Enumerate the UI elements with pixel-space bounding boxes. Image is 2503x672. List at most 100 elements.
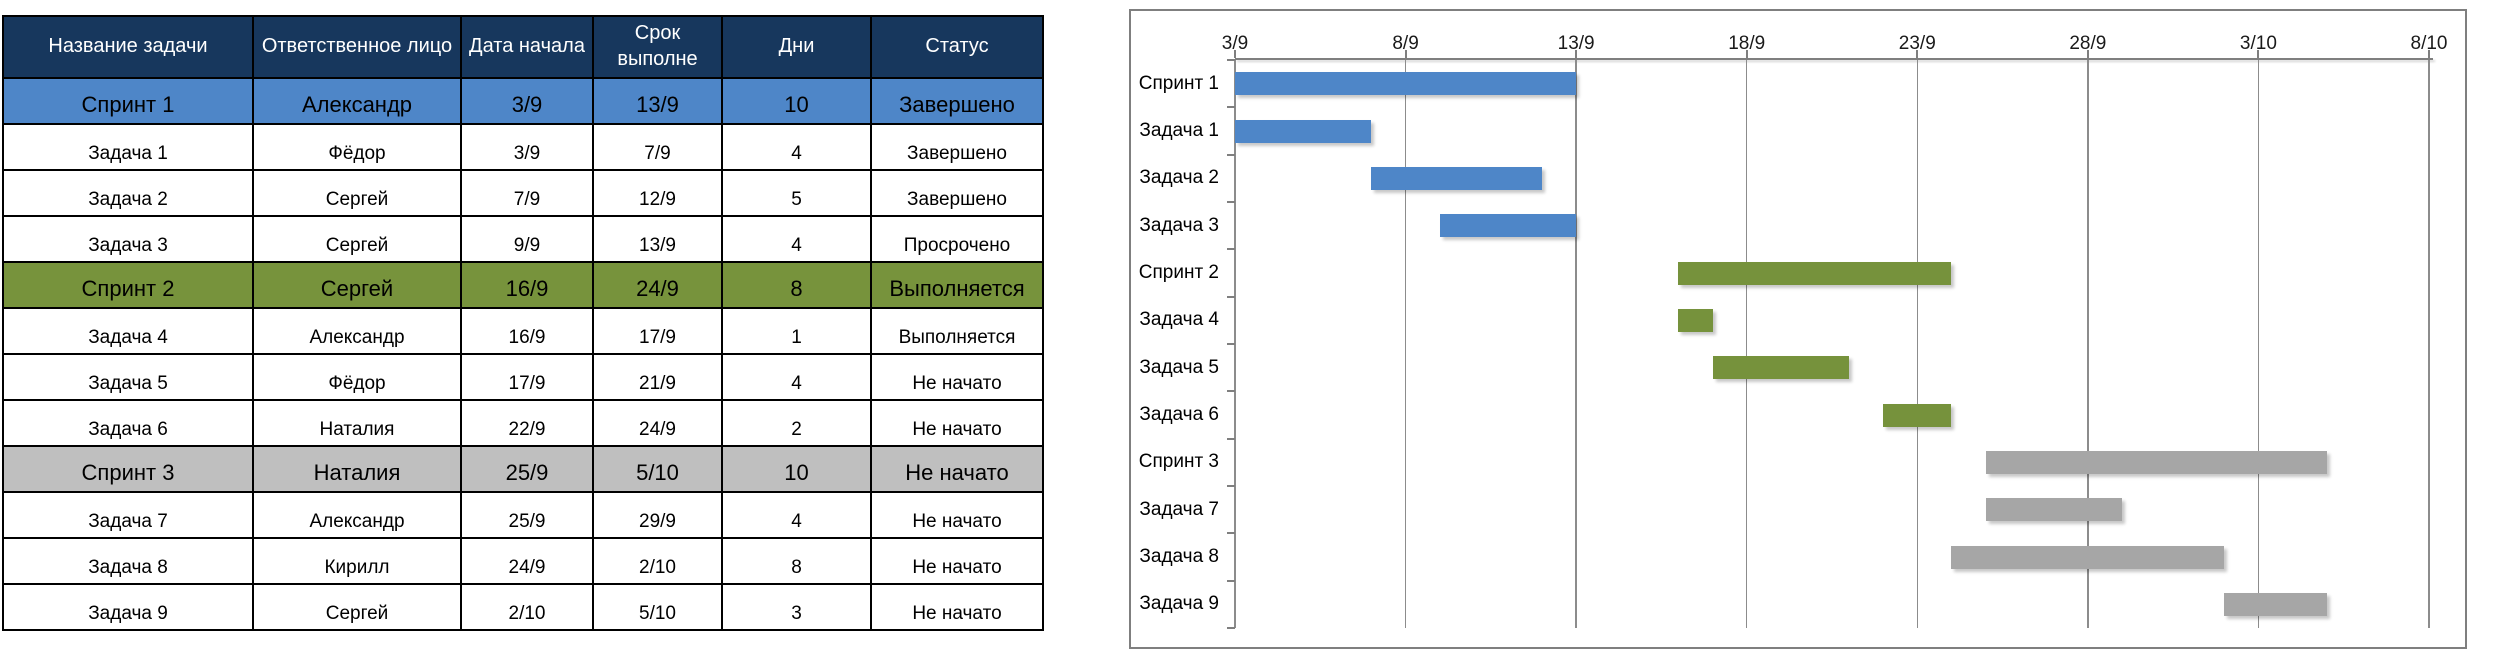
due-date-cell[interactable]: 12/9	[594, 171, 723, 217]
y-axis-tick	[1227, 106, 1235, 109]
x-axis-date-label: 18/9	[1728, 33, 1766, 54]
person-cell[interactable]: Наталия	[254, 447, 462, 493]
person-cell[interactable]: Кирилл	[254, 539, 462, 585]
task-name-cell[interactable]: Спринт 2	[4, 263, 254, 309]
due-date-cell[interactable]: 29/9	[594, 493, 723, 539]
start-date-cell[interactable]: 3/9	[462, 79, 594, 125]
days-cell[interactable]: 8	[723, 263, 872, 309]
status-cell[interactable]: Просрочено	[872, 217, 1044, 263]
start-date-cell[interactable]: 17/9	[462, 355, 594, 401]
person-cell[interactable]: Наталия	[254, 401, 462, 447]
due-date-cell[interactable]: 13/9	[594, 79, 723, 125]
x-axis-date-label: 3/10	[2239, 33, 2277, 54]
start-date-cell[interactable]: 22/9	[462, 401, 594, 447]
task-name-cell[interactable]: Задача 8	[4, 539, 254, 585]
gantt-bar[interactable]	[1678, 261, 1952, 285]
due-date-cell[interactable]: 5/10	[594, 585, 723, 631]
start-date-cell[interactable]: 2/10	[462, 585, 594, 631]
gantt-bar[interactable]	[1439, 214, 1577, 238]
days-cell[interactable]: 4	[723, 125, 872, 171]
x-axis-date-label: 8/10	[2410, 33, 2448, 54]
person-cell[interactable]: Фёдор	[254, 355, 462, 401]
y-axis-tick	[1227, 579, 1235, 582]
gantt-bar[interactable]	[1371, 166, 1543, 190]
status-cell[interactable]: Не начато	[872, 401, 1044, 447]
days-cell[interactable]: 4	[723, 217, 872, 263]
person-cell[interactable]: Сергей	[254, 263, 462, 309]
gantt-bar[interactable]	[1235, 119, 1372, 143]
due-date-cell[interactable]: 13/9	[594, 217, 723, 263]
task-name-cell[interactable]: Задача 9	[4, 585, 254, 631]
task-name-cell[interactable]: Задача 7	[4, 493, 254, 539]
task-table: Название задачи Ответственное лицо Дата на…	[2, 15, 1044, 631]
status-cell[interactable]: Не начато	[872, 355, 1044, 401]
due-date-cell[interactable]: 24/9	[594, 263, 723, 309]
person-cell[interactable]: Сергей	[254, 585, 462, 631]
status-cell[interactable]: Не начато	[872, 539, 1044, 585]
due-date-cell[interactable]: 2/10	[594, 539, 723, 585]
days-cell[interactable]: 2	[723, 401, 872, 447]
gridline	[1916, 60, 1919, 628]
days-cell[interactable]: 4	[723, 355, 872, 401]
start-date-cell[interactable]: 3/9	[462, 125, 594, 171]
status-cell[interactable]: Завершено	[872, 79, 1044, 125]
days-cell[interactable]: 10	[723, 447, 872, 493]
y-axis-tick	[1227, 627, 1235, 629]
category-label: Задача 7	[1139, 498, 1219, 520]
gantt-bar[interactable]	[1883, 403, 1952, 427]
task-name-cell[interactable]: Задача 2	[4, 171, 254, 217]
due-date-cell[interactable]: 5/10	[594, 447, 723, 493]
start-date-cell[interactable]: 7/9	[462, 171, 594, 217]
status-cell[interactable]: Завершено	[872, 125, 1044, 171]
start-date-cell[interactable]: 24/9	[462, 539, 594, 585]
gantt-bar[interactable]	[1951, 545, 2225, 569]
person-cell[interactable]: Александр	[254, 309, 462, 355]
person-cell[interactable]: Сергей	[254, 217, 462, 263]
gantt-bar[interactable]	[1235, 72, 1577, 96]
status-cell[interactable]: Завершено	[872, 171, 1044, 217]
start-date-cell[interactable]: 16/9	[462, 309, 594, 355]
task-name-cell[interactable]: Задача 4	[4, 309, 254, 355]
status-cell[interactable]: Не начато	[872, 585, 1044, 631]
gantt-bar[interactable]	[1712, 356, 1850, 380]
due-date-cell[interactable]: 17/9	[594, 309, 723, 355]
start-date-cell[interactable]: 25/9	[462, 493, 594, 539]
task-name-cell[interactable]: Спринт 3	[4, 447, 254, 493]
task-name-cell[interactable]: Задача 5	[4, 355, 254, 401]
task-name-cell[interactable]: Задача 1	[4, 125, 254, 171]
gantt-bar[interactable]	[1985, 450, 2327, 474]
days-cell[interactable]: 4	[723, 493, 872, 539]
task-name-cell[interactable]: Задача 6	[4, 401, 254, 447]
status-cell[interactable]: Не начато	[872, 493, 1044, 539]
task-name-cell[interactable]: Задача 3	[4, 217, 254, 263]
person-cell[interactable]: Александр	[254, 79, 462, 125]
days-cell[interactable]: 1	[723, 309, 872, 355]
person-cell[interactable]: Сергей	[254, 171, 462, 217]
start-date-cell[interactable]: 16/9	[462, 263, 594, 309]
due-date-cell[interactable]: 21/9	[594, 355, 723, 401]
x-axis-date-label: 23/9	[1898, 33, 1936, 54]
start-date-cell[interactable]: 9/9	[462, 217, 594, 263]
y-axis-tick	[1227, 295, 1235, 298]
days-cell[interactable]: 3	[723, 585, 872, 631]
days-cell[interactable]: 10	[723, 79, 872, 125]
days-cell[interactable]: 5	[723, 171, 872, 217]
gantt-bar[interactable]	[1985, 498, 2122, 522]
status-cell[interactable]: Выполняется	[872, 263, 1044, 309]
y-axis-tick	[1227, 437, 1235, 440]
gantt-bar[interactable]	[2224, 592, 2327, 616]
person-cell[interactable]: Фёдор	[254, 125, 462, 171]
gantt-bar[interactable]	[1678, 308, 1713, 332]
days-cell[interactable]: 8	[723, 539, 872, 585]
status-cell[interactable]: Не начато	[872, 447, 1044, 493]
person-cell[interactable]: Александр	[254, 493, 462, 539]
start-date-cell[interactable]: 25/9	[462, 447, 594, 493]
task-name-cell[interactable]: Спринт 1	[4, 79, 254, 125]
category-label: Задача 5	[1139, 356, 1219, 378]
due-date-cell[interactable]: 24/9	[594, 401, 723, 447]
y-axis-tick	[1227, 485, 1235, 487]
y-axis-tick	[1227, 201, 1235, 203]
due-date-cell[interactable]: 7/9	[594, 125, 723, 171]
status-cell[interactable]: Выполняется	[872, 309, 1044, 355]
